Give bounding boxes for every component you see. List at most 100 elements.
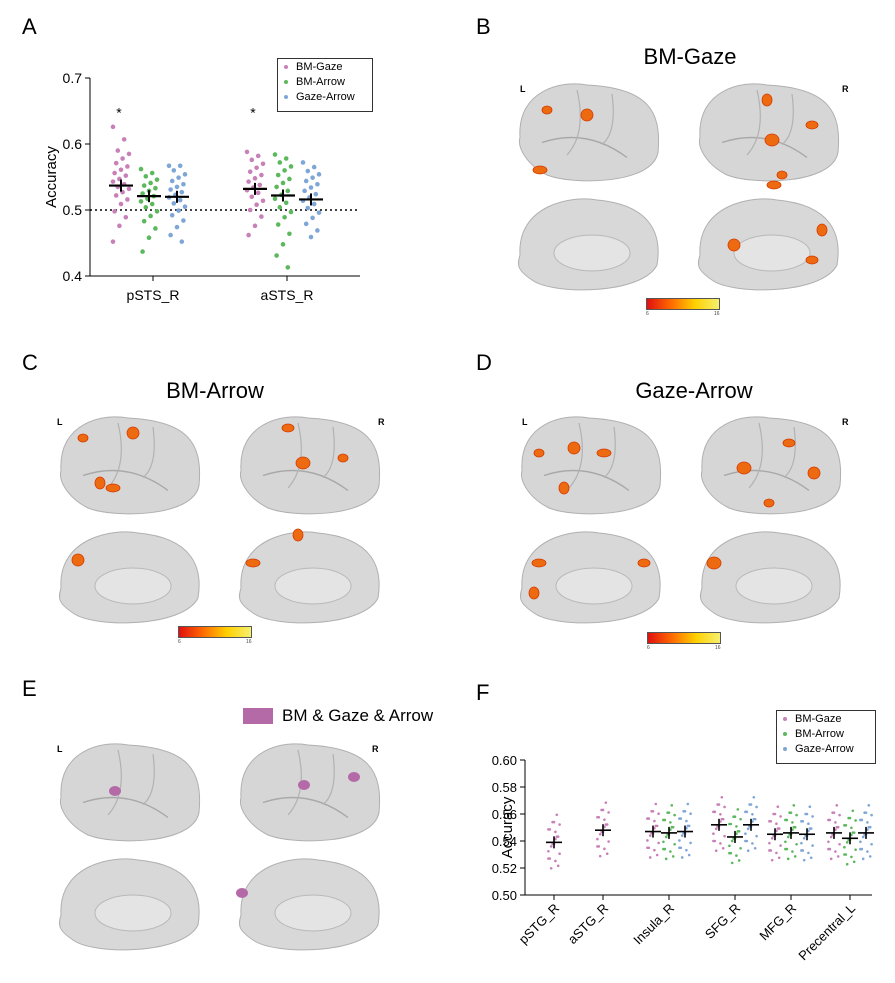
data-point-bm-gaze <box>657 841 660 845</box>
data-point-bm-arrow <box>739 817 742 821</box>
data-point-bm-gaze <box>769 849 773 852</box>
data-point-gaze-arrow <box>755 834 758 838</box>
data-point-bm-gaze <box>112 209 117 214</box>
y-tick-label: 0.4 <box>63 268 83 284</box>
data-point-bm-gaze <box>558 823 561 826</box>
data-point-bm-arrow <box>843 845 846 849</box>
y-tick-label: 0.54 <box>492 834 517 849</box>
data-point-bm-gaze <box>254 165 259 171</box>
brain-view <box>700 416 842 515</box>
x-tick-label: pSTS_R <box>127 287 180 303</box>
data-point-bm-gaze <box>257 182 263 188</box>
brain-view <box>59 531 200 624</box>
legend-item-gaze-arrow: Gaze-Arrow <box>278 89 372 104</box>
data-point-gaze-arrow <box>308 234 314 240</box>
data-point-gaze-arrow <box>168 187 173 192</box>
data-point-gaze-arrow <box>181 181 186 187</box>
data-point-bm-arrow <box>785 818 789 822</box>
data-point-bm-gaze <box>768 841 771 845</box>
data-point-bm-arrow <box>149 170 155 176</box>
activation-cluster <box>71 553 85 567</box>
data-point-bm-arrow <box>795 842 798 846</box>
activation-cluster <box>736 461 752 475</box>
data-point-bm-gaze <box>775 822 778 826</box>
cortex-surface <box>698 83 840 182</box>
colorbar-max-label: 16 <box>246 639 252 645</box>
panel-title-bm-gaze: BM-Gaze <box>643 44 737 69</box>
data-point-gaze-arrow <box>866 850 869 853</box>
data-point-gaze-arrow <box>174 184 180 190</box>
data-point-bm-arrow <box>138 166 144 172</box>
activation-cluster <box>77 433 89 443</box>
data-point-bm-gaze <box>113 160 119 166</box>
brain-view <box>518 198 659 291</box>
corpus-callosum <box>94 894 172 932</box>
data-point-bm-arrow <box>670 804 674 807</box>
legend-item-bm-arrow: BM-Arrow <box>777 726 875 741</box>
y-tick-label: 0.52 <box>492 861 517 876</box>
data-point-bm-gaze <box>126 151 132 157</box>
brain-view <box>59 416 201 515</box>
data-point-bm-arrow <box>851 809 855 813</box>
activation-cluster <box>596 448 612 458</box>
data-point-bm-gaze <box>110 179 116 184</box>
data-point-gaze-arrow <box>169 212 175 218</box>
data-point-bm-arrow <box>844 824 848 827</box>
data-point-bm-arrow <box>274 253 279 258</box>
data-point-gaze-arrow <box>807 851 810 855</box>
data-point-bm-arrow <box>143 205 149 210</box>
data-point-bm-arrow <box>153 185 158 191</box>
data-point-bm-gaze <box>653 848 656 852</box>
data-point-gaze-arrow <box>801 819 805 823</box>
data-point-gaze-arrow <box>310 175 315 180</box>
data-point-bm-arrow <box>285 265 291 270</box>
data-point-bm-gaze <box>655 824 659 828</box>
data-point-bm-gaze <box>110 239 116 244</box>
data-point-bm-arrow <box>737 829 741 833</box>
left-hemisphere-label: L <box>520 84 526 94</box>
data-point-bm-arrow <box>850 826 853 830</box>
data-point-bm-gaze <box>773 812 777 816</box>
data-point-gaze-arrow <box>168 232 173 238</box>
data-point-bm-gaze <box>605 823 609 826</box>
data-point-gaze-arrow <box>689 812 692 816</box>
brain-renderings-bm-gaze <box>518 83 840 291</box>
activation-cluster <box>337 453 349 463</box>
data-point-bm-gaze <box>246 179 251 184</box>
data-point-bm-arrow <box>288 164 294 169</box>
data-point-bm-gaze <box>125 197 130 202</box>
x-tick-label: MFG_R <box>756 901 799 944</box>
data-point-bm-arrow <box>662 840 665 844</box>
legend-label-bm-arrow: BM-Arrow <box>296 75 345 88</box>
activation-cluster <box>567 441 581 455</box>
colorbar-bm-arrow <box>178 626 252 638</box>
activation-cluster <box>533 448 545 458</box>
data-point-bm-arrow <box>277 205 283 210</box>
data-point-bm-gaze <box>598 854 602 858</box>
legend-item-gaze-arrow: Gaze-Arrow <box>777 741 875 756</box>
sulcus <box>541 136 628 159</box>
data-point-bm-gaze <box>647 846 651 850</box>
data-point-bm-gaze <box>828 847 832 851</box>
cortex-surface <box>59 416 201 515</box>
data-point-bm-gaze <box>118 167 124 173</box>
data-point-bm-arrow <box>733 815 737 818</box>
activation-cluster <box>776 170 788 180</box>
panel-letter-b: B <box>476 14 491 39</box>
data-point-bm-arrow <box>282 168 287 173</box>
data-point-gaze-arrow <box>687 853 691 857</box>
cortex-surface <box>239 416 381 515</box>
data-point-gaze-arrow <box>181 218 186 223</box>
data-point-bm-gaze <box>834 821 837 824</box>
data-point-bm-gaze <box>648 856 652 859</box>
sulcus <box>568 422 583 489</box>
right-hemisphere-label: R <box>842 84 849 94</box>
legend-swatch-bm-arrow <box>284 79 288 84</box>
activation-cluster <box>245 558 261 568</box>
data-point-bm-arrow <box>673 842 676 846</box>
data-point-bm-gaze <box>549 866 553 870</box>
data-point-bm-gaze <box>558 852 561 855</box>
data-point-gaze-arrow <box>171 201 177 206</box>
data-point-bm-arrow <box>664 835 668 839</box>
data-point-bm-gaze <box>547 849 550 853</box>
